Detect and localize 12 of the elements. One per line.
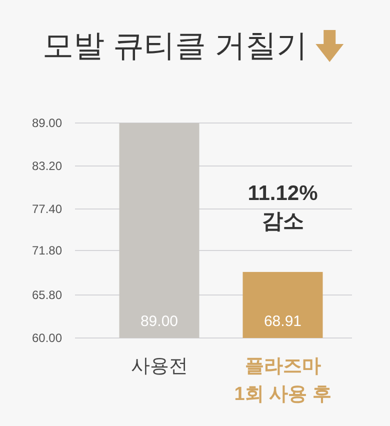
y-tick-label: 77.40 [32,202,62,216]
x-tick-label: 플라즈마 1회 사용 후 [234,356,332,405]
y-tick-label: 71.80 [32,244,62,258]
data-label: 68.91 [264,313,302,330]
data-label: 89.00 [140,313,178,330]
annotation: 11.12% 감소 [248,182,318,233]
y-tick-label: 60.00 [32,331,62,345]
x-tick-label: 사용전 [130,356,188,377]
y-tick-label: 65.80 [32,288,62,302]
y-tick-label: 89.00 [32,116,62,130]
y-tick-label: 83.20 [32,159,62,173]
chart-title: 모발 큐티클 거칠기 [42,28,308,63]
